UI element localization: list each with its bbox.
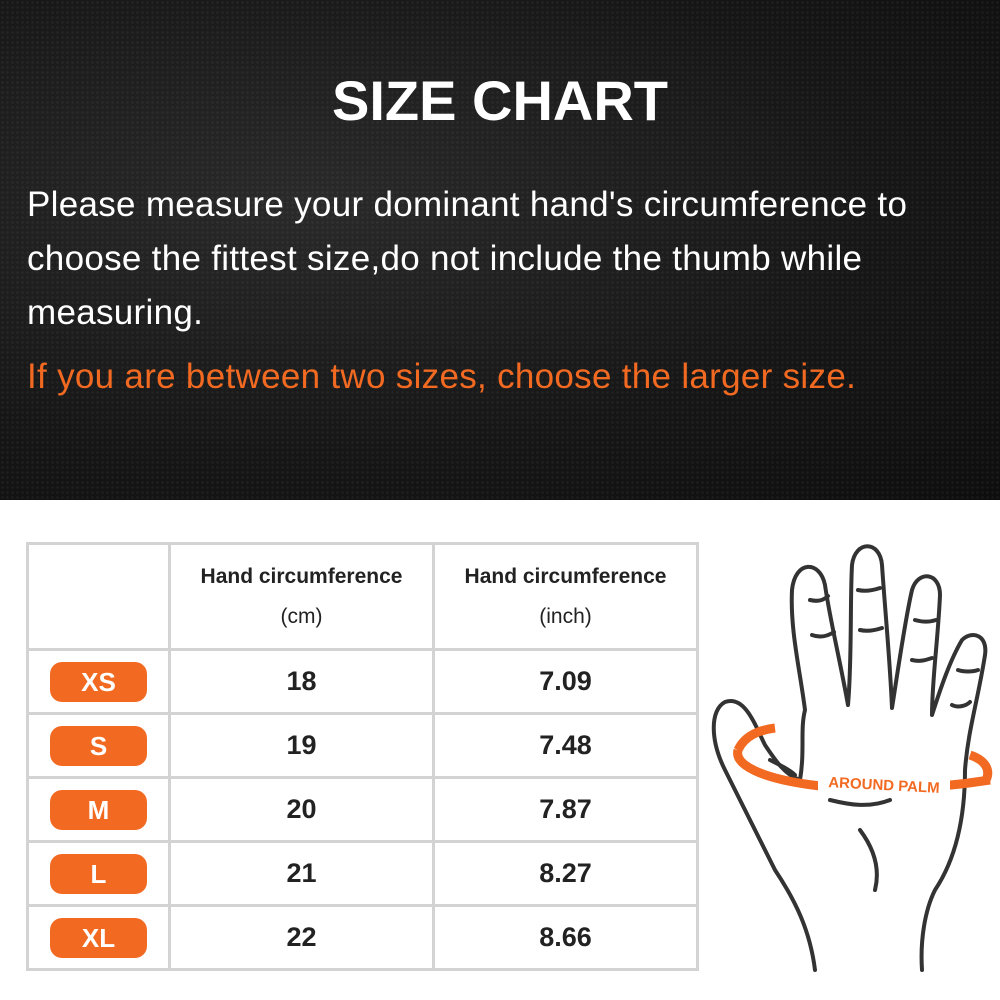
size-badge: XL bbox=[50, 917, 147, 958]
table-row: XS 18 7.09 bbox=[26, 648, 699, 715]
size-cell: L bbox=[26, 840, 171, 907]
size-cell: XS bbox=[26, 648, 171, 715]
size-tip: If you are between two sizes, choose the… bbox=[27, 357, 857, 396]
header-inch: Hand circumference (inch) bbox=[432, 542, 699, 651]
measure-instructions: Please measure your dominant hand's circ… bbox=[27, 185, 908, 332]
cm-cell: 21 bbox=[168, 840, 435, 907]
inch-cell: 7.09 bbox=[432, 648, 699, 715]
page-title: SIZE CHART bbox=[332, 69, 668, 132]
around-palm-label: AROUND PALM bbox=[828, 774, 940, 797]
table-row: M 20 7.87 bbox=[26, 776, 699, 843]
size-cell: S bbox=[26, 712, 171, 779]
size-badge: S bbox=[50, 725, 147, 766]
cm-cell: 22 bbox=[168, 904, 435, 971]
header-banner bbox=[0, 0, 1000, 500]
table-row: L 21 8.27 bbox=[26, 840, 699, 907]
table-row: XL 22 8.66 bbox=[26, 904, 699, 971]
size-table: Hand circumference (cm) Hand circumferenc… bbox=[26, 542, 699, 971]
size-cell: XL bbox=[26, 904, 171, 971]
size-cell: M bbox=[26, 776, 171, 843]
inch-cell: 7.48 bbox=[432, 712, 699, 779]
table-header-row: Hand circumference (cm) Hand circumferenc… bbox=[26, 542, 699, 651]
empty-header-cell bbox=[26, 542, 171, 651]
table-row: S 19 7.48 bbox=[26, 712, 699, 779]
size-badge: M bbox=[50, 789, 147, 830]
size-badge: XS bbox=[50, 661, 147, 702]
header-cm: Hand circumference (cm) bbox=[168, 542, 435, 651]
cm-cell: 19 bbox=[168, 712, 435, 779]
inch-cell: 8.66 bbox=[432, 904, 699, 971]
inch-cell: 7.87 bbox=[432, 776, 699, 843]
cm-cell: 20 bbox=[168, 776, 435, 843]
size-badge: L bbox=[50, 853, 147, 894]
hand-illustration: AROUND PALM bbox=[711, 544, 993, 972]
cm-cell: 18 bbox=[168, 648, 435, 715]
hand-icon bbox=[711, 544, 988, 972]
inch-cell: 8.27 bbox=[432, 840, 699, 907]
